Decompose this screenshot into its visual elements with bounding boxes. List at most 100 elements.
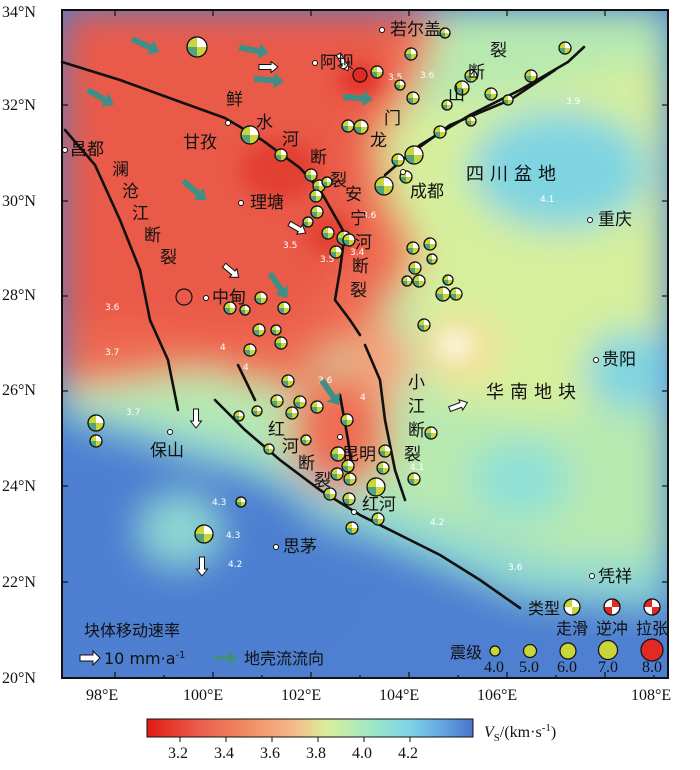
contour-label: 3.6 bbox=[508, 563, 523, 573]
earthquake-quadrant bbox=[462, 81, 469, 88]
earthquake-quadrant bbox=[379, 451, 385, 457]
earthquake-quadrant bbox=[239, 411, 244, 416]
earthquake-outline bbox=[449, 287, 463, 301]
earthquake-outline bbox=[342, 233, 356, 247]
lon-tick-label: 100°E bbox=[183, 687, 223, 704]
crust-flow-arrow bbox=[319, 378, 340, 406]
earthquake-outline bbox=[194, 524, 214, 544]
legend-mag-circle bbox=[489, 645, 501, 657]
earthquake-quadrant bbox=[195, 534, 204, 543]
city-label: 若尔盖 bbox=[390, 20, 441, 40]
earthquake-quadrant bbox=[275, 343, 281, 349]
earthquake-quadrant bbox=[471, 116, 476, 121]
earthquake-quadrant bbox=[434, 132, 440, 138]
earthquake-quadrant bbox=[442, 105, 447, 110]
earthquake-quadrant bbox=[250, 126, 259, 135]
earthquake-quadrant bbox=[443, 287, 450, 294]
earthquake-quadrant bbox=[337, 238, 344, 245]
fault-label-char: 江 bbox=[132, 204, 149, 224]
city-markers bbox=[62, 27, 599, 579]
earthquake-quadrant bbox=[430, 238, 436, 244]
honghe-fault-line bbox=[213, 398, 522, 610]
earthquake-quadrant bbox=[96, 435, 102, 441]
earthquake-quadrant bbox=[338, 447, 345, 454]
earthquake-quadrant bbox=[440, 33, 445, 38]
earthquake-outline bbox=[412, 274, 426, 288]
axis-ticks bbox=[62, 9, 668, 679]
earthquake-outline bbox=[274, 336, 288, 350]
earthquake-quadrant bbox=[316, 190, 322, 196]
earthquake-outline bbox=[401, 275, 413, 287]
earthquake-outline bbox=[558, 41, 572, 55]
lat-tick-label: 22°N bbox=[2, 574, 36, 591]
legend-velocity-value: 10 mm·a-1 bbox=[104, 649, 186, 668]
longmenshan-fault-line-2 bbox=[393, 68, 557, 167]
earthquake-outline bbox=[270, 394, 284, 408]
fault-label-char: 安 bbox=[345, 185, 362, 205]
city-label: 理塘 bbox=[250, 193, 284, 213]
earthquake-quadrant bbox=[317, 206, 323, 212]
contour-label: 4.1 bbox=[540, 195, 554, 205]
fault-label-char: 裂 bbox=[404, 445, 421, 465]
earthquake-outline bbox=[310, 400, 324, 414]
earthquake-quadrant bbox=[395, 85, 400, 90]
crust-flow-arrows bbox=[86, 36, 373, 406]
contour-label: 3.5 bbox=[283, 241, 297, 251]
earthquake-quadrant bbox=[330, 488, 336, 494]
earthquake-quadrant bbox=[294, 402, 300, 408]
contour-label: 3.6 bbox=[420, 71, 435, 81]
earthquake-quadrant bbox=[269, 444, 274, 449]
earthquake-quadrant bbox=[310, 196, 316, 202]
earthquake-quadrant bbox=[443, 280, 448, 285]
fault-label-char: 小 bbox=[408, 373, 425, 393]
earthquake-quadrant bbox=[465, 76, 471, 82]
fault-label-char: 断 bbox=[408, 421, 425, 441]
block-label-south-china: 华南地块 bbox=[486, 382, 582, 403]
earthquake-outline bbox=[484, 87, 498, 101]
earthquake-circle bbox=[352, 67, 368, 83]
lancang-fault-line bbox=[63, 128, 180, 412]
fault-label-char: 断 bbox=[468, 63, 485, 83]
earthquake-outline bbox=[376, 461, 390, 475]
lon-tick-label: 108°E bbox=[631, 687, 671, 704]
earthquake-quadrant bbox=[371, 72, 377, 78]
earthquake-quadrant bbox=[440, 126, 446, 132]
earthquake-outline bbox=[309, 189, 323, 203]
velocity-arrow bbox=[287, 220, 307, 235]
earthquake-outline bbox=[281, 374, 295, 388]
earthquake-quadrant bbox=[377, 468, 383, 474]
earthquake-quadrant bbox=[322, 233, 328, 239]
earthquake-outline bbox=[404, 145, 424, 165]
legend-motion: 块体移动速率 10 mm·a-1 地壳流流向 bbox=[79, 621, 324, 668]
earthquake-quadrant bbox=[278, 308, 284, 314]
earthquake-outline bbox=[417, 318, 431, 332]
earthquake-quadrant bbox=[187, 47, 197, 57]
fault-lines bbox=[60, 45, 586, 610]
earthquake-quadrant bbox=[508, 95, 513, 100]
earthquake-outline bbox=[341, 459, 355, 473]
earthquake-quadrant bbox=[275, 155, 281, 161]
earthquake-quadrant bbox=[400, 177, 406, 183]
earthquake-quadrant bbox=[471, 70, 477, 76]
fault-label-char: 裂 bbox=[314, 471, 331, 491]
earthquake-outline bbox=[223, 301, 237, 315]
earthquake-quadrant bbox=[385, 445, 391, 451]
earthquake-quadrant bbox=[405, 54, 411, 60]
earthquake-outline bbox=[426, 253, 438, 265]
earthquake-outline bbox=[374, 176, 394, 196]
earthquake-quadrant bbox=[303, 222, 308, 227]
xiaojiang-fault-line bbox=[363, 343, 407, 502]
city-label: 思茅 bbox=[283, 537, 317, 557]
earthquake-outline bbox=[323, 487, 337, 501]
crust-flow-arrow bbox=[131, 36, 160, 55]
colorbar-tick-label: 4.0 bbox=[352, 745, 372, 762]
earthquake-quadrant bbox=[411, 48, 417, 54]
earthquake-quadrant bbox=[409, 268, 415, 274]
velocity-arrow bbox=[221, 262, 240, 278]
earthquake-quadrant bbox=[282, 381, 288, 387]
contour-label: 3.5 bbox=[320, 255, 334, 265]
city-label: 阿坝 bbox=[320, 53, 354, 73]
earthquake-quadrant bbox=[413, 281, 419, 287]
earthquake-outline bbox=[310, 205, 324, 219]
